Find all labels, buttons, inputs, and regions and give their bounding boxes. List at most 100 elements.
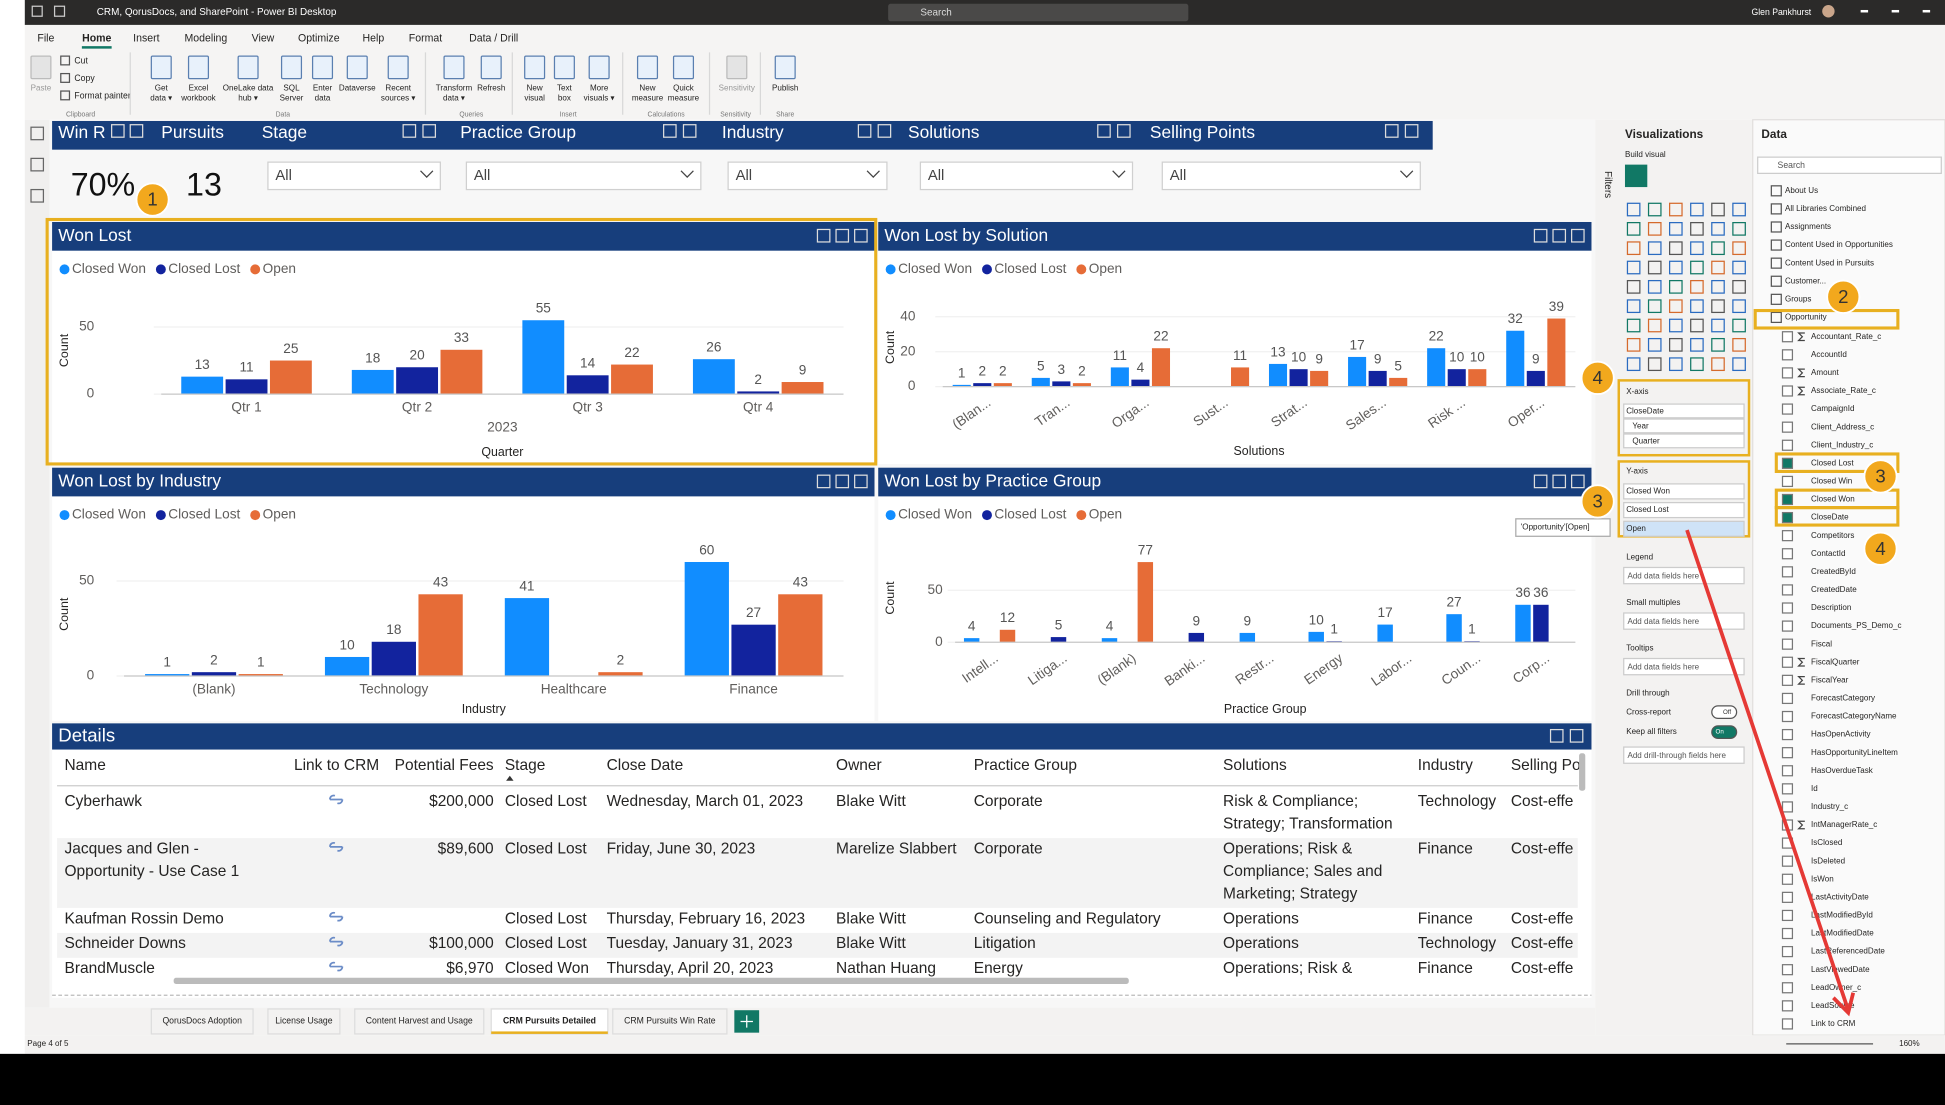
visual-type-icon[interactable]	[1626, 241, 1641, 256]
chart-visual[interactable]: Won Lost by Industry Closed Won Closed Los…	[52, 467, 875, 721]
visual-type-icon[interactable]	[1647, 241, 1662, 256]
field-item[interactable]: Accountant_Rate_c	[1811, 332, 1881, 341]
visual-type-icon[interactable]	[1711, 260, 1725, 275]
visual-type-icon[interactable]	[1690, 299, 1704, 314]
ribbon-tab[interactable]: Data / Drill	[469, 32, 518, 44]
field-checkbox[interactable]	[1781, 367, 1794, 379]
visual-type-icon[interactable]	[1669, 357, 1683, 372]
view-icon[interactable]	[30, 188, 45, 203]
crm-link-icon[interactable]	[329, 936, 344, 947]
well-dropzone[interactable]	[1623, 657, 1745, 676]
visual-type-icon[interactable]	[1669, 260, 1683, 275]
visual-type-icon[interactable]	[1647, 279, 1662, 294]
data-search[interactable]	[1757, 156, 1942, 174]
visual-type-icon[interactable]	[1647, 221, 1662, 236]
well-field[interactable]	[1623, 520, 1745, 537]
field-checkbox[interactable]	[1781, 710, 1794, 723]
field-item[interactable]: Closed Won	[1811, 495, 1855, 504]
slicer-dropdown[interactable]	[267, 161, 441, 191]
visual-type-icon[interactable]	[1711, 202, 1725, 217]
crm-link-icon[interactable]	[329, 794, 344, 805]
ribbon-button[interactable]: SQL	[283, 84, 300, 93]
field-checkbox[interactable]	[1781, 331, 1794, 343]
ribbon-button[interactable]: workbook	[180, 94, 216, 103]
field-checkbox[interactable]	[1781, 964, 1794, 976]
ribbon-button[interactable]: Excel	[189, 84, 209, 93]
field-item[interactable]: HasOverdueTask	[1811, 766, 1874, 775]
small-button[interactable]: Cut	[74, 55, 88, 65]
page-tab[interactable]	[612, 1008, 728, 1035]
ribbon-button[interactable]: Quick	[673, 84, 695, 93]
field-checkbox[interactable]	[1781, 909, 1794, 922]
column-header[interactable]: Selling Po	[1511, 757, 1581, 774]
ribbon-tab[interactable]: Optimize	[298, 32, 340, 44]
visual-type-icon[interactable]	[1690, 260, 1704, 275]
visual-type-icon[interactable]	[1711, 221, 1725, 236]
visual-type-icon[interactable]	[1669, 241, 1683, 256]
field-checkbox[interactable]	[1781, 801, 1794, 813]
field-item[interactable]: ForecastCategoryName	[1811, 712, 1897, 721]
field-item[interactable]: Link to CRM	[1811, 1019, 1856, 1028]
field-item[interactable]: Fiscal	[1811, 639, 1832, 648]
visual-type-icon[interactable]	[1626, 357, 1641, 372]
visual-type-icon[interactable]	[1732, 279, 1746, 294]
ribbon-button[interactable]: Dataverse	[339, 84, 376, 93]
field-checkbox[interactable]	[1781, 475, 1794, 488]
visual-type-icon[interactable]	[1626, 279, 1641, 294]
visual-type-icon[interactable]	[1647, 202, 1662, 217]
visual-type-icon[interactable]	[1647, 260, 1662, 275]
field-checkbox[interactable]	[1781, 674, 1794, 686]
visual-type-icon[interactable]	[1669, 221, 1683, 236]
visual-type-icon[interactable]	[1690, 318, 1704, 333]
visual-type-icon[interactable]	[1732, 241, 1746, 256]
field-checkbox[interactable]	[1781, 982, 1794, 994]
field-item[interactable]: CreatedDate	[1811, 585, 1857, 594]
column-header[interactable]: Name	[65, 757, 106, 774]
field-checkbox[interactable]	[1781, 891, 1794, 903]
field-item[interactable]: IntManagerRate_c	[1811, 820, 1877, 829]
field-checkbox[interactable]	[1781, 421, 1794, 433]
visual-type-icon[interactable]	[1732, 318, 1746, 333]
visual-type-icon[interactable]	[1711, 318, 1725, 333]
slicer-dropdown[interactable]	[727, 161, 888, 191]
ribbon-tab[interactable]: Insert	[133, 32, 159, 44]
ribbon-button[interactable]: Paste	[31, 84, 52, 93]
visual-type-icon[interactable]	[1732, 337, 1746, 352]
crm-link-icon[interactable]	[329, 842, 344, 852]
field-checkbox[interactable]	[1781, 493, 1794, 506]
visual-type-icon[interactable]	[1669, 279, 1683, 294]
visual-type-icon[interactable]	[1626, 260, 1641, 275]
field-item[interactable]: HasOpportunityLineItem	[1811, 748, 1898, 757]
view-icon[interactable]	[30, 157, 45, 172]
ribbon-button[interactable]: hub ▾	[238, 94, 258, 103]
field-checkbox[interactable]	[1781, 1000, 1794, 1012]
field-checkbox[interactable]	[1781, 747, 1794, 759]
well-dropzone[interactable]	[1623, 746, 1745, 764]
ribbon-button[interactable]: Transform	[436, 84, 473, 93]
field-item[interactable]: Client_Address_c	[1811, 422, 1874, 431]
column-header[interactable]: Owner	[836, 757, 882, 774]
ribbon-button[interactable]: Enter	[313, 84, 333, 93]
field-checkbox[interactable]	[1781, 530, 1794, 542]
well-dropzone[interactable]	[1623, 612, 1745, 630]
field-item[interactable]: IsDeleted	[1811, 856, 1845, 865]
field-item[interactable]: CampaignId	[1811, 404, 1854, 413]
field-item[interactable]: Client_Industry_c	[1811, 440, 1873, 449]
window-control[interactable]	[1891, 9, 1900, 13]
well-field[interactable]	[1623, 483, 1745, 500]
visual-type-icon[interactable]	[1669, 299, 1683, 314]
field-item[interactable]: LastViewedDate	[1811, 965, 1870, 974]
search-box[interactable]	[888, 3, 1189, 22]
ribbon-button[interactable]: box	[558, 94, 571, 103]
crm-link-icon[interactable]	[329, 961, 344, 972]
column-header[interactable]: Stage	[505, 757, 545, 774]
table-item[interactable]: Opportunity	[1785, 313, 1828, 322]
visual-type-icon[interactable]	[1711, 337, 1725, 352]
field-checkbox[interactable]	[1781, 638, 1794, 650]
visual-type-icon[interactable]	[1647, 357, 1662, 372]
visual-type-icon[interactable]	[1690, 241, 1704, 256]
quick-access-icon[interactable]	[31, 5, 43, 17]
well-field[interactable]	[1623, 501, 1745, 519]
page-tab[interactable]	[490, 1008, 609, 1035]
ribbon-button[interactable]: data ▾	[150, 94, 172, 103]
